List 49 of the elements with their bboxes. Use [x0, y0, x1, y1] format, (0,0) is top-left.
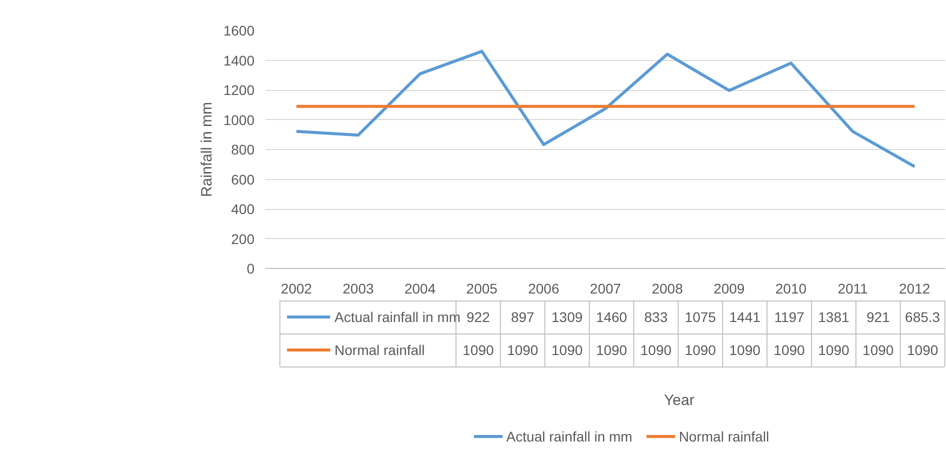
y-tick-label: 0 — [246, 260, 255, 276]
text: 1090 — [684, 342, 716, 358]
text: 1090 — [640, 342, 672, 358]
x-tick-label: 2011 — [838, 280, 868, 296]
text: Normal rainfall — [678, 428, 770, 444]
text: 1381 — [818, 309, 850, 325]
text: 922 — [466, 309, 490, 325]
text: 1460 — [596, 309, 628, 325]
x-tick-label: 2005 — [466, 280, 498, 296]
text: 1441 — [729, 309, 761, 325]
text: 1090 — [774, 342, 806, 358]
x-tick-label: 2012 — [899, 280, 930, 296]
text: Year — [664, 392, 694, 409]
text: 1090 — [596, 342, 628, 358]
text: Actual rainfall in mm — [506, 428, 632, 444]
line-series — [294, 50, 916, 168]
text: 1090 — [462, 342, 494, 358]
x-tick-label: 2010 — [775, 280, 807, 296]
legend-label: Actual rainfall in mm — [334, 309, 461, 325]
text: 921 — [866, 309, 890, 325]
text: 1090 — [906, 342, 938, 358]
text: 1090 — [818, 342, 850, 358]
text: 1309 — [552, 309, 583, 325]
text: 897 — [510, 309, 535, 325]
text: 685.3 — [905, 309, 940, 325]
y-tick-label: 200 — [231, 230, 255, 247]
text: 1090 — [729, 342, 761, 358]
text: 1090 — [552, 342, 583, 358]
text: 1090 — [862, 342, 894, 358]
y-tick-label: 1600 — [223, 22, 255, 38]
y-tick-label: 1400 — [223, 52, 255, 68]
y-tick-label: 1000 — [223, 112, 255, 128]
x-tick-label: 2004 — [404, 280, 436, 296]
x-tick-label: 2008 — [652, 280, 684, 296]
text: 1090 — [507, 342, 538, 358]
x-tick-label: 2009 — [714, 280, 745, 296]
text: 1075 — [684, 309, 716, 325]
y-tick-label: 1200 — [223, 82, 255, 98]
x-tick-label: 2007 — [590, 280, 622, 296]
text: 1197 — [774, 309, 805, 325]
text: 833 — [644, 309, 668, 325]
y-axis-title: Rainfall in mm — [198, 102, 216, 198]
y-tick-label: 800 — [231, 142, 255, 158]
legend-label: Normal rainfall — [334, 342, 425, 358]
x-tick-label: 2003 — [342, 280, 374, 296]
y-tick-label: 400 — [231, 201, 255, 217]
x-tick-label: 2006 — [528, 280, 560, 296]
y-tick-label: 600 — [231, 171, 255, 188]
x-tick-label: 2002 — [280, 280, 312, 296]
